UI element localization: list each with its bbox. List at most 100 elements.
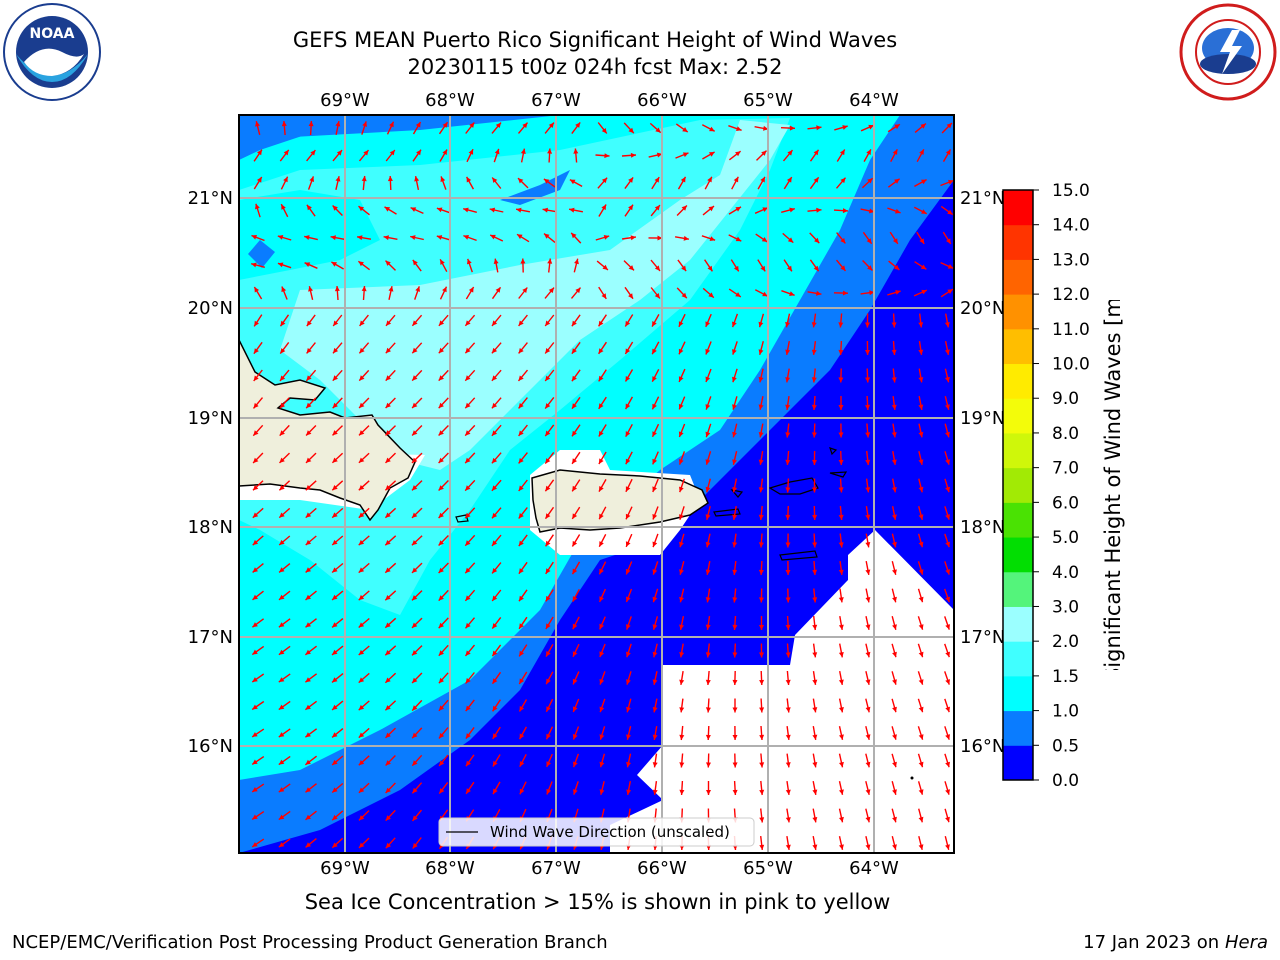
arrow-head — [945, 376, 950, 383]
arrow-head — [385, 760, 391, 766]
arrow-head — [518, 375, 524, 381]
arrow-head — [787, 265, 792, 272]
arrow-head — [654, 265, 660, 271]
arrow-head — [492, 623, 498, 629]
arrow-head — [652, 651, 658, 658]
arrow-head — [652, 514, 658, 520]
arrow-head — [921, 209, 927, 214]
colorbar-tick-label: 9.0 — [1052, 389, 1079, 409]
arrow-head — [492, 320, 498, 326]
arrow-head — [918, 651, 924, 658]
arrow-head — [601, 204, 607, 211]
lon-labels-top: 69°W 68°W 67°W 66°W 65°W 64°W — [320, 90, 899, 111]
arrow-head — [626, 734, 631, 740]
arrow-head — [812, 597, 818, 603]
arrow-head — [389, 150, 395, 156]
arrow-head — [918, 459, 924, 465]
arrow-head — [332, 567, 338, 573]
arrow-head — [548, 287, 554, 294]
lat-labels-right: 21°N 20°N 19°N 18°N 17°N 16°N — [960, 188, 1005, 757]
arrow-head — [332, 457, 338, 463]
colorbar-label-box: Significant Height of Wind Waves [m] — [1090, 289, 1170, 681]
arrow-head — [625, 458, 631, 465]
arrow-head — [518, 430, 524, 436]
arrow-head — [358, 760, 365, 766]
arrow-head — [465, 485, 471, 491]
arrow-head — [439, 788, 445, 794]
arrow-head — [493, 788, 498, 795]
arrow-head — [732, 624, 738, 630]
arrow-head — [359, 815, 365, 821]
arrow-head — [520, 258, 526, 264]
arrow-head — [785, 734, 791, 740]
arrow-head — [919, 238, 925, 244]
arrow-head — [306, 402, 312, 409]
arrow-head — [654, 177, 660, 183]
arrow-head — [758, 404, 764, 410]
arrow-head — [358, 704, 365, 711]
arrow-head — [466, 760, 471, 767]
arrow-head — [492, 540, 498, 546]
arrow-head — [709, 152, 715, 157]
arrow-head — [947, 209, 953, 215]
arrow-head — [572, 706, 578, 712]
arrow-head — [656, 152, 663, 158]
arrow-head — [518, 403, 524, 409]
arrow-head — [789, 125, 795, 131]
lat-label: 18°N — [960, 517, 1005, 538]
arrow-head — [519, 595, 524, 602]
arrow-head — [947, 264, 954, 269]
arrow-head — [542, 207, 548, 213]
arrow-head — [839, 816, 844, 823]
arrow-head — [332, 677, 338, 683]
arrow-head — [732, 597, 738, 603]
arrow-head — [518, 320, 524, 326]
arrow-head — [812, 762, 818, 768]
arrow-head — [678, 376, 684, 382]
arrow-head — [945, 651, 950, 658]
arrow-head — [839, 844, 844, 850]
arrow-head — [945, 404, 950, 410]
arrow-head — [358, 732, 365, 738]
map-title: GEFS MEAN Puerto Rico Significant Height… — [292, 28, 898, 52]
arrow-head — [732, 679, 738, 685]
arrow-head — [385, 732, 391, 738]
arrow-head — [838, 377, 844, 383]
arrow-head — [652, 321, 657, 327]
arrow-head — [278, 842, 285, 848]
arrow-head — [891, 377, 897, 383]
arrow-head — [655, 127, 661, 133]
arrow-head — [283, 149, 289, 156]
arrow-head — [599, 679, 605, 685]
arrow-head — [599, 789, 605, 795]
arrow-head — [705, 514, 711, 520]
arrow-head — [279, 512, 285, 518]
arrow-head — [358, 261, 364, 267]
lat-label: 21°N — [960, 188, 1005, 209]
arrow-head — [252, 622, 258, 628]
arrow-head — [438, 540, 444, 546]
arrow-head — [305, 677, 311, 683]
arrow-head — [652, 624, 658, 630]
footer-host: Hera — [1224, 932, 1268, 953]
arrow-head — [865, 432, 871, 438]
arrow-head — [705, 404, 711, 410]
arrow-head — [357, 235, 363, 241]
arrow-head — [278, 814, 285, 820]
arrow-head — [630, 235, 636, 241]
arrow-head — [761, 150, 767, 156]
arrow-head — [732, 707, 738, 713]
arrow-head — [918, 322, 924, 328]
lon-label: 67°W — [531, 858, 581, 879]
arrow-head — [683, 235, 689, 241]
arrow-head — [705, 679, 711, 685]
arrow-head — [463, 235, 469, 240]
arrow-head — [865, 322, 870, 328]
arrow-head — [305, 567, 311, 573]
arrow-head — [945, 624, 950, 630]
arrow-head — [679, 624, 684, 630]
arrow-head — [602, 264, 608, 270]
arrow-head — [546, 706, 551, 712]
arrow-head — [363, 150, 369, 156]
